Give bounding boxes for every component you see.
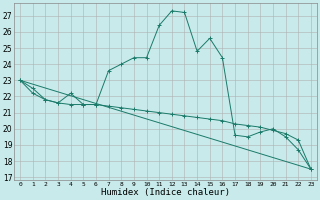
X-axis label: Humidex (Indice chaleur): Humidex (Indice chaleur)	[101, 188, 230, 197]
